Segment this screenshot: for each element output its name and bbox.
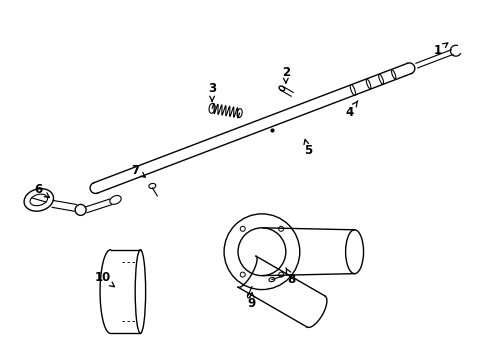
Text: 6: 6 (35, 184, 49, 198)
Text: 1: 1 (432, 43, 447, 57)
Text: 7: 7 (131, 163, 145, 177)
Text: 4: 4 (345, 101, 357, 119)
Text: 10: 10 (94, 271, 114, 287)
Text: 9: 9 (247, 293, 256, 310)
Text: 5: 5 (303, 140, 311, 157)
Text: 3: 3 (207, 82, 216, 101)
Text: 2: 2 (281, 66, 289, 83)
Text: 8: 8 (285, 268, 295, 286)
